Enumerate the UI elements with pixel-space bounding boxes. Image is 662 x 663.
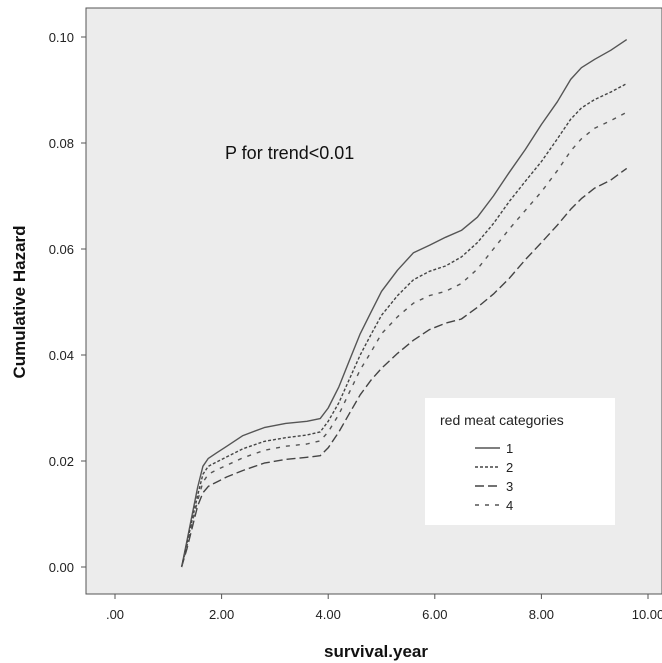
legend-box bbox=[425, 398, 615, 525]
x-axis-title: survival.year bbox=[324, 642, 428, 661]
x-tick-label: 8.00 bbox=[529, 607, 554, 622]
y-axis-ticks: 0.00 0.02 0.04 0.06 0.08 0.10 bbox=[49, 30, 86, 575]
x-tick-label: .00 bbox=[106, 607, 124, 622]
legend-label-3: 3 bbox=[506, 479, 513, 494]
y-tick-label: 0.00 bbox=[49, 560, 74, 575]
x-tick-label: 4.00 bbox=[316, 607, 341, 622]
annotation-text: P for trend<0.01 bbox=[225, 143, 354, 163]
legend-label-1: 1 bbox=[506, 441, 513, 456]
y-axis-title: Cumulative Hazard bbox=[10, 225, 29, 378]
legend-label-4: 4 bbox=[506, 498, 513, 513]
x-tick-label: 2.00 bbox=[209, 607, 234, 622]
x-axis-ticks: .00 2.00 4.00 6.00 8.00 10.00 bbox=[106, 594, 662, 622]
legend-title: red meat categories bbox=[440, 412, 564, 428]
y-tick-label: 0.10 bbox=[49, 30, 74, 45]
y-tick-label: 0.08 bbox=[49, 136, 74, 151]
y-tick-label: 0.06 bbox=[49, 242, 74, 257]
x-tick-label: 6.00 bbox=[422, 607, 447, 622]
series-line-3 bbox=[180, 167, 628, 568]
series-line-1 bbox=[180, 39, 628, 568]
series-layer bbox=[180, 39, 628, 568]
x-tick-label: 10.00 bbox=[632, 607, 662, 622]
series-line-2 bbox=[180, 82, 628, 568]
legend-items: 1 2 3 4 bbox=[475, 441, 513, 513]
series-line-4 bbox=[180, 111, 628, 568]
legend-label-2: 2 bbox=[506, 460, 513, 475]
y-tick-label: 0.02 bbox=[49, 454, 74, 469]
y-tick-label: 0.04 bbox=[49, 348, 74, 363]
legend: red meat categories 1 2 3 4 bbox=[425, 398, 615, 525]
